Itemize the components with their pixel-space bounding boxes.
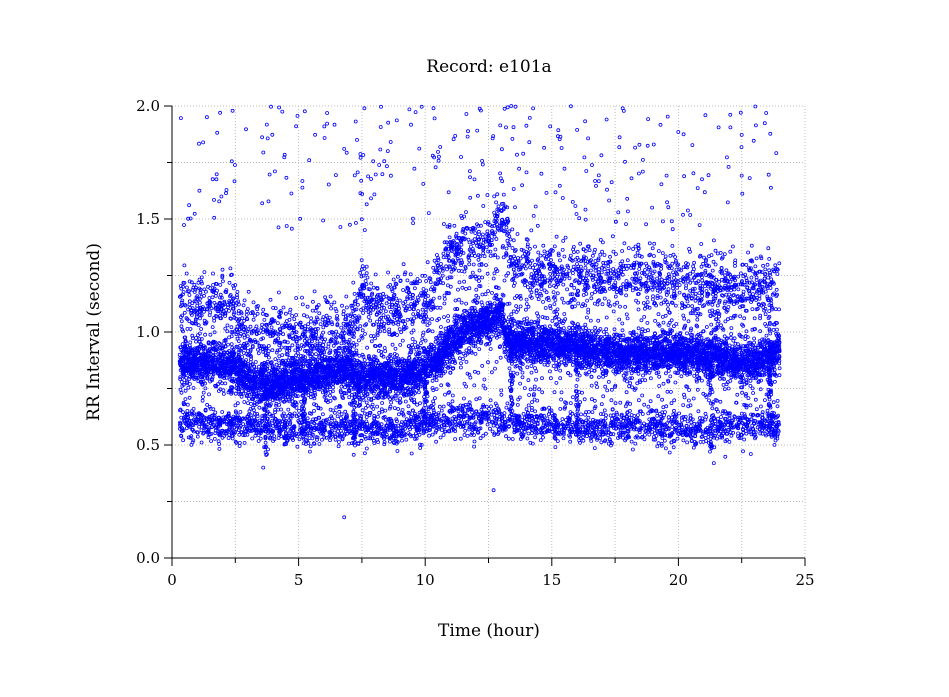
rr-interval-point [692,367,696,372]
rr-interval-point [191,386,196,390]
rr-interval-point [657,374,662,379]
rr-interval-point [457,356,462,361]
rr-interval-point [558,368,563,373]
rr-interval-point [649,376,653,381]
rr-interval-point [360,352,365,357]
rr-interval-point [666,368,671,373]
rr-interval-point [438,325,443,329]
rr-interval-point [392,355,397,360]
rr-interval-point [338,388,343,393]
rr-interval-point [428,352,433,357]
rr-interval-point [721,382,726,387]
rr-interval-point [343,385,347,390]
rr-interval-point [570,362,575,367]
rr-interval-point [194,336,198,340]
rr-interval-point [434,378,439,383]
rr-interval-point [620,321,625,326]
rr-interval-point [203,386,208,391]
rr-interval-point [623,371,628,376]
rr-interval-point [194,339,198,344]
rr-interval-point [328,393,332,398]
rr-interval-point [571,325,575,330]
rr-interval-point [548,324,552,329]
chart-title: Record: e101a [426,57,551,77]
rr-interval-point [321,343,326,347]
rr-interval-point [460,357,465,361]
rr-interval-point [525,365,530,370]
rr-interval-point [674,322,679,326]
rr-interval-point [668,374,673,379]
rr-interval-point [773,379,777,384]
rr-interval-point [551,364,556,368]
rr-interval-point [548,369,552,374]
rr-interval-point [339,384,344,389]
rr-interval-point [430,378,435,383]
rr-interval-point [704,337,709,342]
rr-interval-point [395,398,400,403]
rr-interval-point [695,317,700,322]
rr-interval-point [501,293,506,298]
rr-interval-point [764,333,769,338]
rr-interval-point [464,301,469,306]
rr-interval-point [383,349,388,354]
rr-interval-point [179,390,184,395]
rr-interval-point [455,313,460,318]
rr-interval-point [542,362,547,367]
rr-interval-point [235,401,240,406]
rr-interval-point [506,315,511,320]
rr-interval-point [629,371,634,376]
rr-interval-point [777,373,782,378]
rr-interval-point [515,371,520,376]
rr-interval-point [583,371,588,376]
rr-interval-point [471,299,476,304]
rr-interval-point [597,375,601,380]
rr-interval-point [568,328,573,333]
rr-interval-point [375,404,380,409]
rr-interval-point [274,362,279,367]
rr-interval-point [556,359,561,363]
rr-interval-point [729,326,734,331]
rr-interval-point [679,374,684,379]
rr-interval-point [255,411,260,416]
rr-interval-point [743,337,748,342]
rr-interval-point [297,408,301,413]
rr-interval-point [735,392,740,397]
rr-interval-point [588,318,593,323]
rr-interval-point [186,385,191,390]
rr-interval-point [692,373,697,378]
rr-interval-point [743,393,748,398]
rr-interval-point [247,396,252,401]
rr-interval-point [640,327,645,332]
rr-interval-point [743,344,748,349]
rr-interval-point [323,385,328,390]
rr-interval-point [656,370,661,375]
rr-interval-point [768,331,773,336]
rr-interval-point [775,327,779,332]
rr-interval-point [178,377,183,382]
data-points [177,104,782,520]
rr-interval-point [558,376,563,381]
rr-interval-point [190,333,195,338]
rr-interval-point [745,335,750,340]
rr-interval-point [554,360,559,365]
rr-interval-point [621,373,626,378]
rr-interval-point [452,359,457,364]
rr-interval-point [393,346,398,351]
rr-interval-point [634,332,639,337]
rr-interval-point [777,366,782,371]
rr-interval-point [583,366,587,371]
rr-interval-point [661,381,666,386]
rr-interval-point [229,342,234,347]
rr-interval-point [357,353,362,358]
rr-interval-point [425,394,430,399]
rr-interval-point [529,370,534,375]
rr-interval-point [439,373,444,378]
